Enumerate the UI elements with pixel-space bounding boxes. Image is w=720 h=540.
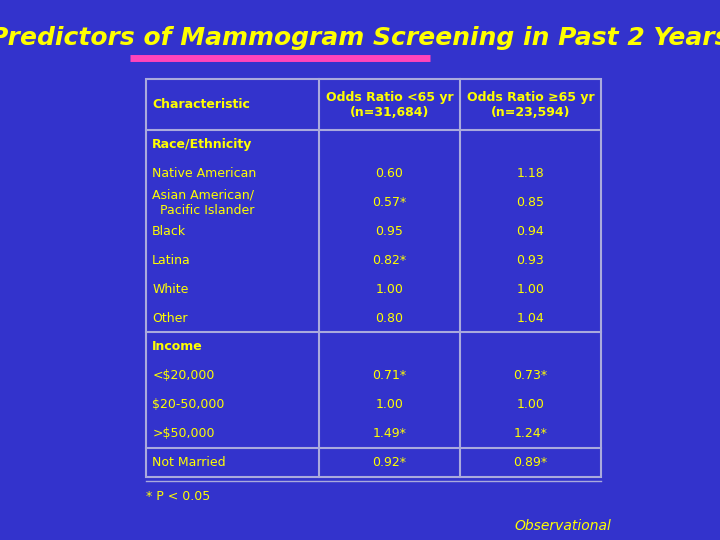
Text: >$50,000: >$50,000 (152, 427, 215, 440)
Text: 0.71*: 0.71* (372, 369, 406, 382)
Text: 0.93: 0.93 (517, 254, 544, 267)
Text: 1.00: 1.00 (375, 282, 403, 295)
Text: Odds Ratio ≥65 yr
(n=23,594): Odds Ratio ≥65 yr (n=23,594) (467, 91, 594, 119)
Text: Other: Other (152, 312, 188, 325)
Text: 0.57*: 0.57* (372, 196, 407, 209)
Text: Native American: Native American (152, 167, 256, 180)
Text: Characteristic: Characteristic (152, 98, 250, 111)
Text: * P < 0.05: * P < 0.05 (145, 490, 210, 503)
Text: 1.49*: 1.49* (372, 427, 406, 440)
Text: $20-50,000: $20-50,000 (152, 398, 225, 411)
Text: 0.82*: 0.82* (372, 254, 406, 267)
Text: Observational: Observational (515, 519, 612, 533)
Text: Income: Income (152, 340, 203, 353)
Text: Latina: Latina (152, 254, 191, 267)
Text: 1.24*: 1.24* (513, 427, 547, 440)
Text: 1.18: 1.18 (517, 167, 544, 180)
Text: 1.00: 1.00 (516, 282, 544, 295)
Text: 0.92*: 0.92* (372, 456, 406, 469)
Text: 0.73*: 0.73* (513, 369, 547, 382)
Text: Asian American/
  Pacific Islander: Asian American/ Pacific Islander (152, 188, 254, 217)
Text: Race/Ethnicity: Race/Ethnicity (152, 138, 253, 151)
Text: 1.00: 1.00 (516, 398, 544, 411)
Text: Not Married: Not Married (152, 456, 226, 469)
Text: White: White (152, 282, 189, 295)
Text: Black: Black (152, 225, 186, 238)
Text: <$20,000: <$20,000 (152, 369, 215, 382)
Text: 0.94: 0.94 (517, 225, 544, 238)
Text: 0.80: 0.80 (375, 312, 403, 325)
Text: 1.04: 1.04 (517, 312, 544, 325)
Text: 0.85: 0.85 (516, 196, 544, 209)
Text: 0.60: 0.60 (375, 167, 403, 180)
Text: 0.89*: 0.89* (513, 456, 547, 469)
Text: Predictors of Mammogram Screening in Past 2 Years: Predictors of Mammogram Screening in Pas… (0, 25, 720, 50)
Text: 0.95: 0.95 (375, 225, 403, 238)
Text: Odds Ratio <65 yr
(n=31,684): Odds Ratio <65 yr (n=31,684) (325, 91, 453, 119)
Text: 1.00: 1.00 (375, 398, 403, 411)
